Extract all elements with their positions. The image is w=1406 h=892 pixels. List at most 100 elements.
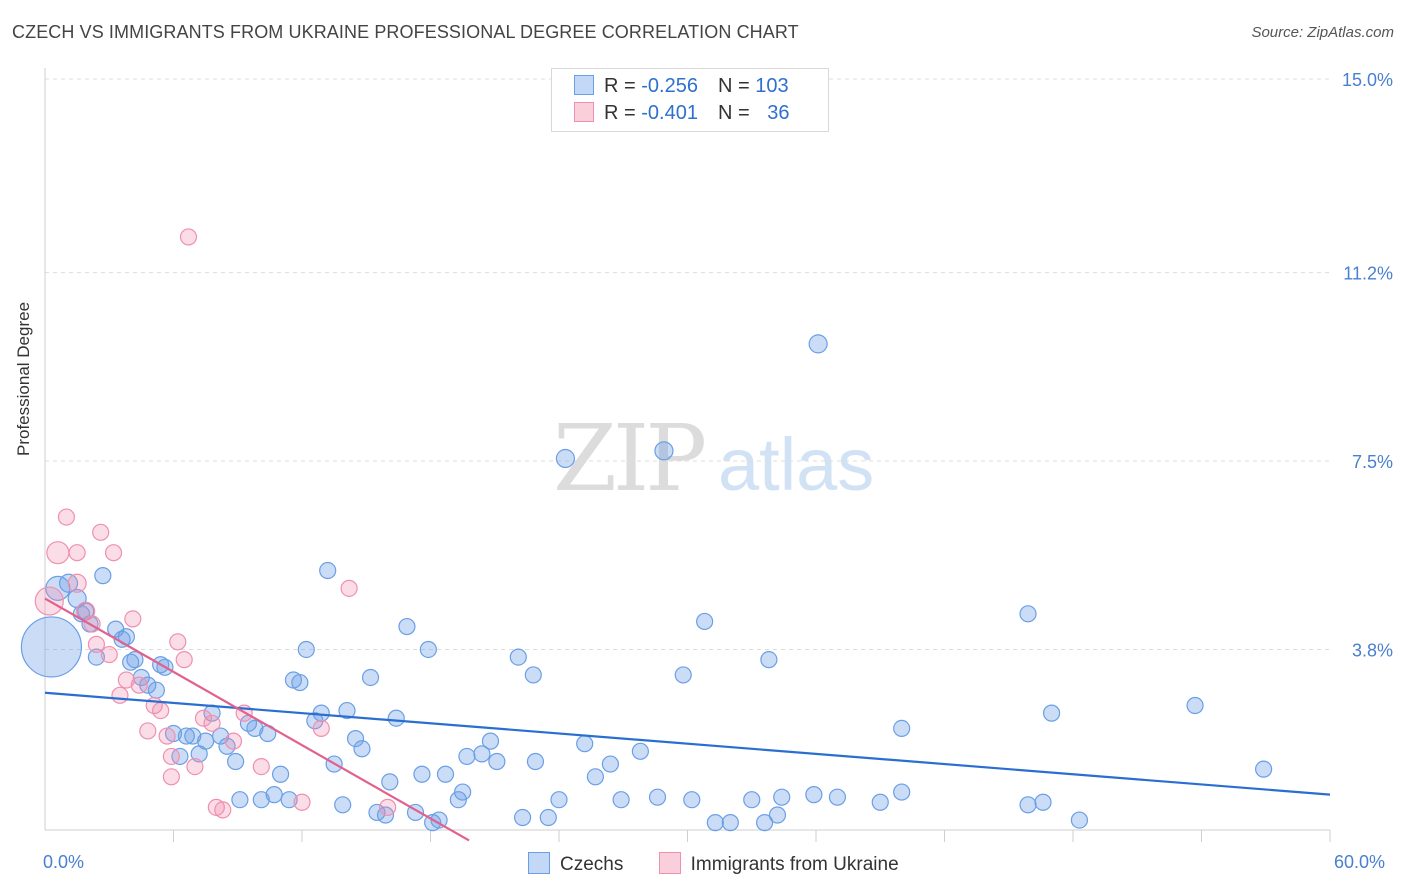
czechs-point-22 xyxy=(184,727,202,745)
ukraine-trend-line xyxy=(44,597,470,842)
czechs-point-70 xyxy=(539,808,557,827)
czechs-point-24 xyxy=(197,732,215,750)
ukraine-point-13 xyxy=(124,610,142,628)
czechs-n-label: N = xyxy=(717,75,756,97)
czechs-point-8 xyxy=(94,567,112,585)
czechs-point-69 xyxy=(526,752,545,771)
czechs-point-74 xyxy=(586,768,605,786)
czechs-r-value: -0.256 xyxy=(641,75,698,97)
legend-item-ukraine: Immigrants from Ukraine xyxy=(658,852,899,876)
czechs-point-31 xyxy=(246,719,264,738)
ukraine-points xyxy=(34,228,397,819)
czechs-point-59 xyxy=(436,765,455,783)
czechs-point-28 xyxy=(227,752,245,771)
czechs-point-46 xyxy=(346,729,365,748)
ukraine-legend-label: Immigrants from Ukraine xyxy=(690,854,899,875)
ukraine-point-8 xyxy=(92,523,110,541)
czechs-point-93 xyxy=(871,793,889,811)
ukraine-legend-swatch xyxy=(658,852,681,874)
czechs-point-92 xyxy=(828,788,847,806)
watermark: ZIP atlas xyxy=(553,405,874,512)
ukraine-point-2 xyxy=(57,508,76,526)
czechs-point-99 xyxy=(1042,704,1061,722)
czechs-point-66 xyxy=(509,648,527,666)
ukraine-r-value: -0.401 xyxy=(641,102,698,124)
ukraine-n-label: N = xyxy=(717,102,756,124)
czechs-legend-swatch xyxy=(528,852,550,874)
czechs-point-39 xyxy=(297,640,315,659)
ukraine-point-7 xyxy=(87,635,106,653)
y-tick-labels: 3.8% 7.5% 11.2% 15.0% xyxy=(1342,70,1393,660)
y-tick-label-0: 3.8% xyxy=(1352,640,1393,660)
ukraine-n-value: 36 xyxy=(767,102,790,124)
czechs-point-91 xyxy=(808,334,828,354)
czechs-point-26 xyxy=(212,727,230,745)
y-tick-label-3: 15.0% xyxy=(1342,70,1393,90)
czechs-point-21 xyxy=(177,727,195,745)
czechs-point-36 xyxy=(280,791,298,809)
czechs-point-87 xyxy=(760,651,778,669)
ukraine-point-4 xyxy=(67,573,87,593)
czechs-point-94 xyxy=(893,719,911,738)
czechs-point-78 xyxy=(648,788,667,806)
series-legend: Czechs Immigrants from Ukraine xyxy=(528,852,929,876)
czechs-point-63 xyxy=(473,745,491,763)
czechs-point-68 xyxy=(524,666,542,684)
czechs-point-83 xyxy=(706,814,724,832)
ukraine-point-14 xyxy=(130,676,148,694)
czechs-point-34 xyxy=(265,786,283,804)
ukraine-point-20 xyxy=(162,768,180,786)
ukraine-point-35 xyxy=(379,798,397,816)
czechs-point-16 xyxy=(147,681,165,699)
y-tick-label-2: 11.2% xyxy=(1343,264,1393,284)
ukraine-point-9 xyxy=(100,645,118,664)
correlation-legend: R = -0.256 N = 103 R = -0.401 N = 36 xyxy=(551,68,829,132)
czechs-point-90 xyxy=(805,786,823,804)
ukraine-point-21 xyxy=(169,633,187,651)
chart-title: CZECH VS IMMIGRANTS FROM UKRAINE PROFESS… xyxy=(12,22,799,42)
czechs-point-32 xyxy=(252,791,270,809)
ukraine-point-12 xyxy=(117,671,135,689)
czechs-point-82 xyxy=(696,612,714,631)
czechs-point-13 xyxy=(126,651,144,669)
czechs-point-62 xyxy=(458,747,476,766)
czechs-point-102 xyxy=(1255,760,1273,778)
ukraine-point-19 xyxy=(162,747,180,766)
czechs-point-38 xyxy=(291,673,309,692)
czechs-n-value: 103 xyxy=(755,75,789,97)
ukraine-point-23 xyxy=(179,228,198,246)
grid-lines xyxy=(45,78,1330,650)
ukraine-point-15 xyxy=(139,722,157,740)
ukraine-point-1 xyxy=(46,541,70,565)
ukraine-point-29 xyxy=(224,732,243,750)
czechs-point-77 xyxy=(631,742,649,760)
czechs-point-65 xyxy=(488,752,506,771)
czechs-point-95 xyxy=(893,783,911,801)
ukraine-point-26 xyxy=(203,714,221,732)
czechs-point-53 xyxy=(398,617,416,636)
czechs-point-81 xyxy=(683,791,701,809)
ukraine-point-33 xyxy=(312,719,330,738)
czechs-point-84 xyxy=(721,814,739,832)
czechs-point-75 xyxy=(601,755,620,773)
czechs-point-45 xyxy=(338,701,356,720)
watermark-atlas: atlas xyxy=(718,423,874,506)
czechs-point-51 xyxy=(381,773,399,791)
czechs-point-7 xyxy=(87,648,106,666)
czechs-point-97 xyxy=(1019,796,1037,814)
czechs-r-label: R = xyxy=(604,75,642,97)
ukraine-point-18 xyxy=(158,727,176,745)
ukraine-point-17 xyxy=(152,701,170,720)
czechs-point-55 xyxy=(413,765,431,783)
ukraine-point-34 xyxy=(340,579,358,597)
czechs-point-29 xyxy=(231,791,249,809)
czechs-point-47 xyxy=(353,740,371,758)
czechs-point-101 xyxy=(1186,696,1204,715)
czechs-point-52 xyxy=(387,709,405,727)
ukraine-point-25 xyxy=(194,709,213,727)
czechs-point-79 xyxy=(654,441,674,461)
legend-row-ukraine: R = -0.401 N = 36 xyxy=(574,102,789,126)
czechs-point-61 xyxy=(454,783,472,801)
czechs-point-58 xyxy=(430,811,448,829)
